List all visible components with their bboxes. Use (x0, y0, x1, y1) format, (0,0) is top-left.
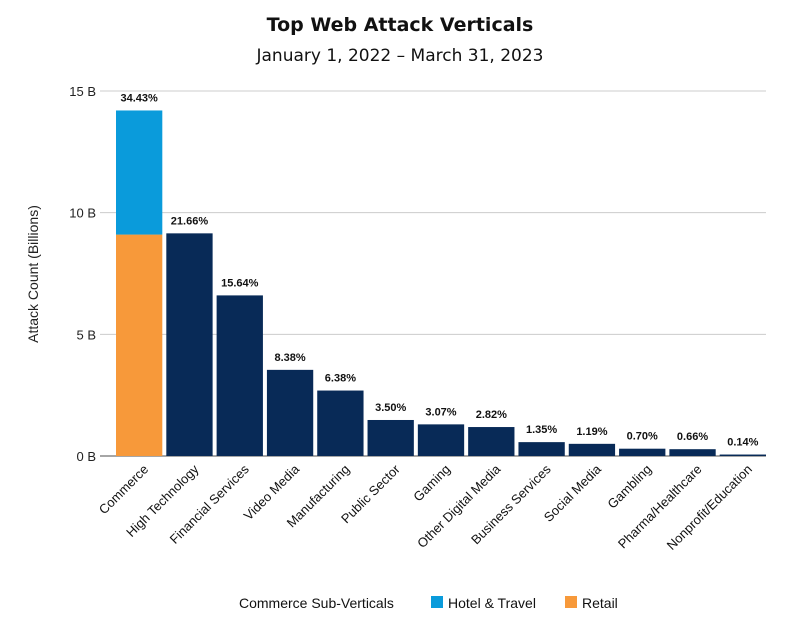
data-label: 1.35% (526, 424, 557, 436)
bars (116, 110, 766, 456)
bar-business-services-vertical-total (518, 442, 565, 456)
data-label: 0.66% (677, 431, 708, 443)
data-label: 2.82% (476, 409, 507, 421)
data-label: 21.66% (171, 215, 209, 227)
bar-video-media-vertical-total (266, 369, 314, 456)
bar-commerce-hotel-travel (116, 110, 163, 235)
x-tick-label: Gambling (604, 462, 654, 512)
bar-pharma-healthcare-vertical-total (669, 449, 716, 456)
legend-label-retail: Retail (582, 595, 618, 611)
legend-swatch-retail (565, 596, 577, 608)
bar-financial-services-vertical-total (216, 295, 263, 456)
data-label: 1.19% (576, 426, 607, 438)
data-labels: 34.43% 21.66% 15.64% 8.38% 6.38% 3.50% 3.07% 2.… (120, 92, 758, 448)
y-tick-label: 5 B (76, 327, 96, 342)
x-tick-label: Other Digital Media (414, 461, 504, 551)
bar-gambling-vertical-total (619, 448, 666, 456)
legend-title: Commerce Sub-Verticals (239, 595, 394, 611)
data-label: 15.64% (221, 277, 259, 289)
legend: Commerce Sub-Verticals Hotel & Travel Re… (239, 595, 618, 611)
y-tick-label: 15 B (69, 84, 96, 99)
legend-label-hotel-travel: Hotel & Travel (448, 595, 536, 611)
bar-gaming-vertical-total (417, 424, 465, 456)
data-label: 0.70% (627, 431, 658, 443)
bar-other-digital-media-vertical-total (468, 427, 515, 456)
data-label: 3.50% (375, 402, 406, 414)
bar-manufacturing-vertical-total (317, 390, 364, 456)
y-tick-label: 0 B (76, 449, 96, 464)
x-tick-label: Nonprofit/Education (664, 462, 755, 553)
x-tick-label: Gaming (410, 462, 453, 505)
bar-public-sector-vertical-total (367, 419, 414, 456)
chart-subtitle: January 1, 2022 – March 31, 2023 (256, 46, 544, 66)
chart-title: Top Web Attack Verticals (267, 14, 534, 36)
data-label: 34.43% (120, 92, 158, 104)
legend-swatch-hotel-travel (431, 596, 443, 608)
bar-commerce-retail (116, 234, 163, 456)
y-tick-label: 10 B (69, 206, 96, 221)
y-axis-label: Attack Count (Billions) (25, 205, 41, 343)
bar-high-technology-vertical-total (166, 233, 213, 456)
bar-nonprofit-education-vertical-total (719, 454, 766, 456)
data-label: 3.07% (425, 406, 456, 418)
data-label: 6.38% (325, 373, 356, 385)
data-label: 8.38% (274, 352, 305, 364)
x-tick-label: Pharma/Healthcare (615, 462, 705, 552)
data-label: 0.14% (727, 437, 758, 449)
bar-social-media-vertical-total (568, 443, 616, 456)
